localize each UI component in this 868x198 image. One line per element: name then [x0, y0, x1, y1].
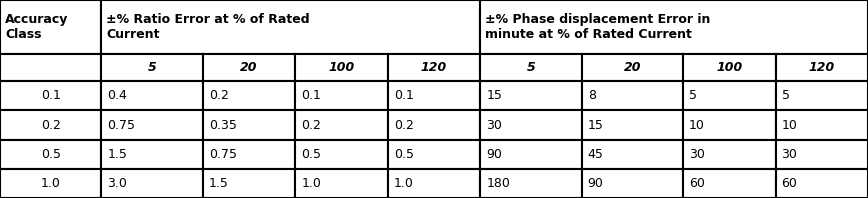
Bar [0, 110, 102, 140]
Text: 1.0: 1.0 [41, 177, 61, 190]
Text: 0.75: 0.75 [209, 148, 237, 161]
Bar [683, 81, 776, 110]
Text: 30: 30 [781, 148, 798, 161]
Text: 120: 120 [809, 61, 835, 74]
Bar [388, 81, 480, 110]
Text: 100: 100 [716, 61, 742, 74]
Bar [582, 110, 683, 140]
Text: 0.1: 0.1 [394, 89, 414, 102]
Bar [480, 54, 582, 81]
Bar [776, 81, 868, 110]
Bar [480, 81, 582, 110]
Bar [582, 81, 683, 110]
Bar [0, 81, 102, 110]
Text: 0.2: 0.2 [41, 119, 61, 131]
Text: 5: 5 [148, 61, 156, 74]
Text: 5: 5 [781, 89, 790, 102]
Bar [388, 140, 480, 169]
Bar [102, 140, 203, 169]
Text: 8: 8 [588, 89, 595, 102]
Bar [203, 110, 295, 140]
Text: 60: 60 [781, 177, 798, 190]
Text: 0.2: 0.2 [394, 119, 414, 131]
Bar [683, 140, 776, 169]
Text: 0.4: 0.4 [108, 89, 128, 102]
Text: 3.0: 3.0 [108, 177, 128, 190]
Text: 15: 15 [486, 89, 502, 102]
Bar [295, 81, 388, 110]
Bar [0, 54, 102, 81]
Bar [102, 169, 203, 198]
Bar [102, 110, 203, 140]
Bar [683, 110, 776, 140]
Bar [776, 54, 868, 81]
Text: 0.5: 0.5 [394, 148, 414, 161]
Text: 0.5: 0.5 [301, 148, 321, 161]
Bar [0, 140, 102, 169]
Text: 30: 30 [486, 119, 502, 131]
Text: 20: 20 [623, 61, 641, 74]
Bar [388, 110, 480, 140]
Bar [102, 81, 203, 110]
Text: 180: 180 [486, 177, 510, 190]
Bar [582, 169, 683, 198]
Bar [776, 140, 868, 169]
Bar [388, 169, 480, 198]
Text: 20: 20 [240, 61, 258, 74]
Bar [203, 169, 295, 198]
Text: ±% Phase displacement Error in
minute at % of Rated Current: ±% Phase displacement Error in minute at… [485, 13, 711, 41]
Bar [0, 169, 102, 198]
Bar [776, 110, 868, 140]
Text: 0.1: 0.1 [41, 89, 61, 102]
Text: 0.35: 0.35 [209, 119, 237, 131]
Bar [102, 54, 203, 81]
Bar [203, 54, 295, 81]
Bar [683, 54, 776, 81]
Text: 10: 10 [689, 119, 705, 131]
Bar [295, 140, 388, 169]
Bar [388, 54, 480, 81]
Text: 0.75: 0.75 [108, 119, 135, 131]
Bar [102, 0, 480, 54]
Bar [295, 110, 388, 140]
Text: 30: 30 [689, 148, 705, 161]
Bar [203, 81, 295, 110]
Bar [0, 0, 102, 54]
Bar [480, 0, 868, 54]
Bar [480, 169, 582, 198]
Bar [582, 54, 683, 81]
Text: 0.2: 0.2 [301, 119, 321, 131]
Bar [295, 54, 388, 81]
Text: 90: 90 [486, 148, 502, 161]
Bar [480, 140, 582, 169]
Text: 1.5: 1.5 [108, 148, 128, 161]
Text: 45: 45 [588, 148, 603, 161]
Bar [480, 110, 582, 140]
Bar [683, 169, 776, 198]
Bar [295, 169, 388, 198]
Text: 60: 60 [689, 177, 705, 190]
Text: 0.5: 0.5 [41, 148, 61, 161]
Bar [776, 169, 868, 198]
Text: Accuracy
Class: Accuracy Class [5, 13, 69, 41]
Text: ±% Ratio Error at % of Rated
Current: ±% Ratio Error at % of Rated Current [107, 13, 310, 41]
Text: 5: 5 [689, 89, 697, 102]
Text: 5: 5 [527, 61, 536, 74]
Text: 0.2: 0.2 [209, 89, 229, 102]
Text: 0.1: 0.1 [301, 89, 321, 102]
Text: 1.5: 1.5 [209, 177, 229, 190]
Text: 10: 10 [781, 119, 798, 131]
Text: 100: 100 [328, 61, 355, 74]
Text: 15: 15 [588, 119, 603, 131]
Bar [203, 140, 295, 169]
Text: 120: 120 [421, 61, 447, 74]
Bar [582, 140, 683, 169]
Text: 1.0: 1.0 [301, 177, 321, 190]
Text: 1.0: 1.0 [394, 177, 414, 190]
Text: 90: 90 [588, 177, 603, 190]
